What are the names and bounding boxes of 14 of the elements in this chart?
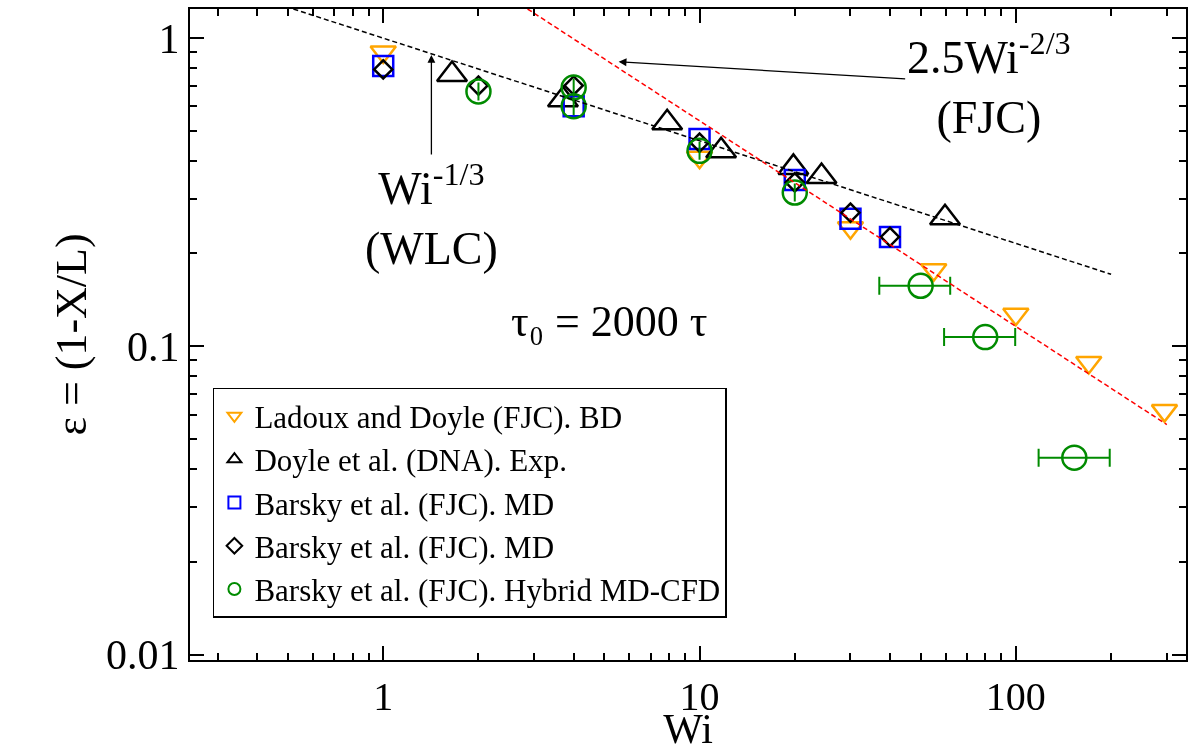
y-tick-label: 1 (158, 15, 180, 62)
annotation: Wi$^{-1/3}$ (WLC) (365, 156, 498, 275)
y-axis-title: ε = (1-X/L) (46, 233, 96, 436)
x-tick-label: 100 (985, 674, 1046, 719)
legend-label: Barsky et al. (FJC). MD (254, 486, 555, 522)
y-tick-label: 0.1 (127, 323, 180, 370)
legend-label: Ladoux and Doyle (FJC). BD (254, 399, 623, 435)
annotation: τ₀ = 2000 τ (511, 297, 708, 346)
legend-label: Barsky et al. (FJC). MD (254, 529, 555, 565)
y-tick-label: 0.01 (106, 632, 180, 679)
x-tick-label: 1 (373, 674, 394, 719)
annotation: 2.5Wi$^{-2/3}$ (FJC) (907, 25, 1071, 144)
legend-label: Barsky et al. (FJC). Hybrid MD-CFD (254, 573, 721, 609)
legend-label: Doyle et al. (DNA). Exp. (254, 443, 567, 479)
